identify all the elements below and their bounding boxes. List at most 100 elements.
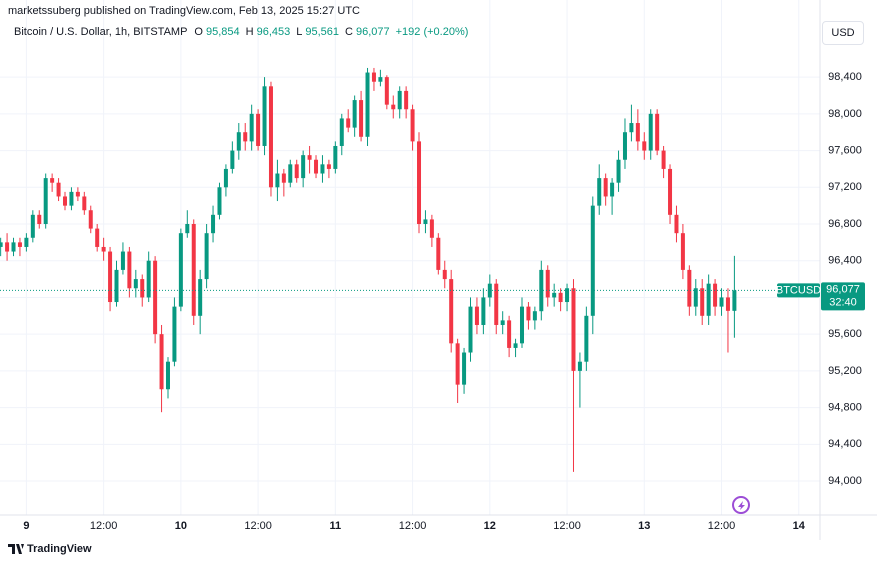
candle-body	[294, 164, 299, 179]
legend-value: 95,561	[305, 26, 340, 38]
candle-body	[82, 196, 87, 211]
x-tick-label: 12:00	[399, 520, 427, 532]
candle-body	[397, 90, 402, 110]
legend-value: 96,077	[355, 26, 390, 38]
candle-body	[127, 251, 132, 289]
currency-button[interactable]: USD	[822, 21, 864, 45]
candle-body	[725, 297, 730, 311]
candle-body	[114, 269, 119, 303]
x-tick-label: 12:00	[90, 520, 118, 532]
candle-body	[655, 113, 660, 151]
y-tick-label: 98,000	[828, 108, 862, 120]
candle-body	[442, 269, 447, 280]
legend-value: 96,453	[256, 26, 291, 38]
candle-body	[204, 233, 209, 280]
countdown-label: 32:40	[829, 296, 857, 308]
candle-body	[577, 361, 582, 371]
symbol: Bitcoin / U.S. Dollar, 1h, BITSTAMP	[14, 26, 188, 38]
candle-body	[494, 283, 499, 325]
brand-name: TradingView	[27, 543, 92, 555]
candle-body	[532, 311, 537, 321]
candle-body	[352, 100, 357, 128]
legend-key: O	[194, 26, 203, 38]
legend: Bitcoin / U.S. Dollar, 1h, BITSTAMP O 95,…	[14, 26, 471, 38]
candle-body	[481, 297, 486, 325]
candle-body	[217, 187, 222, 215]
candle-body	[732, 290, 737, 311]
y-tick-label: 97,200	[828, 181, 862, 193]
candle-body	[101, 246, 106, 252]
candle-body	[198, 279, 203, 316]
candle-body	[211, 214, 216, 234]
price-label: 96,077	[826, 283, 860, 295]
y-tick-label: 98,400	[828, 71, 862, 83]
candle-body	[584, 315, 589, 362]
logo-icon	[732, 496, 750, 514]
candle-body	[268, 86, 273, 188]
legend-key: H	[245, 26, 254, 38]
candle-body	[339, 118, 344, 146]
candle-body	[178, 233, 183, 307]
x-tick-label: 12:00	[708, 520, 736, 532]
candle-body	[590, 205, 595, 316]
candle-body	[571, 288, 576, 371]
candle-body	[43, 178, 48, 225]
x-tick-label: 12:00	[553, 520, 581, 532]
legend-change: +192 (+0.20%)	[395, 26, 469, 38]
candle-body	[326, 164, 331, 169]
candle-body	[610, 182, 615, 197]
candle-body	[519, 306, 524, 344]
candle-body	[706, 283, 711, 316]
candle-body	[346, 118, 351, 128]
candle-body	[153, 260, 158, 335]
candle-body	[223, 168, 228, 188]
candle-body	[468, 306, 473, 353]
symbol-label: BTCUSD	[776, 284, 821, 296]
price-tag	[821, 282, 865, 311]
candle-body	[565, 288, 570, 303]
candle-body	[37, 214, 42, 225]
candle-body	[69, 191, 74, 206]
candle-body	[668, 168, 673, 215]
x-tick-label: 12:00	[244, 520, 272, 532]
candle-body	[314, 159, 319, 174]
candle-body	[429, 219, 434, 238]
candle-body	[661, 150, 666, 169]
candle-body	[680, 233, 685, 270]
candle-body	[333, 145, 338, 169]
y-tick-label: 94,000	[828, 475, 862, 487]
candle-body	[539, 269, 544, 312]
candle-body	[674, 214, 679, 234]
candle-body	[719, 297, 724, 307]
candle-body	[5, 242, 10, 252]
candle-body	[462, 352, 467, 385]
candle-body	[165, 361, 170, 390]
candle-body	[713, 283, 718, 307]
y-tick-label: 94,800	[828, 402, 862, 414]
candle-body	[11, 242, 16, 252]
candle-body	[249, 113, 254, 142]
candle-body	[172, 306, 177, 362]
candle-body	[616, 159, 621, 183]
candle-body	[146, 260, 151, 298]
candle-body	[500, 320, 505, 325]
x-tick-label: 10	[175, 520, 187, 532]
candle-body	[404, 90, 409, 110]
y-tick-label: 94,400	[828, 438, 862, 450]
legend-value: 95,854	[205, 26, 240, 38]
candle-body	[95, 228, 100, 247]
candle-body	[635, 123, 640, 142]
candle-body	[88, 210, 93, 229]
legend-key: C	[345, 26, 353, 38]
brand: TradingView	[8, 543, 92, 555]
candle-body	[359, 100, 364, 137]
candle-body	[603, 178, 608, 197]
candle-body	[133, 279, 138, 289]
candle-body	[371, 72, 376, 82]
candle-body	[108, 251, 113, 303]
candle-body	[159, 334, 164, 390]
candle-body	[320, 164, 325, 174]
candle-body	[629, 123, 634, 133]
candle-body	[545, 269, 550, 298]
